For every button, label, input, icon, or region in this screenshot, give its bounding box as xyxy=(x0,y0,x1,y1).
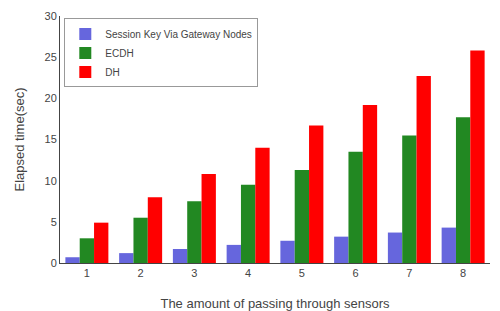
svg-text:5: 5 xyxy=(51,216,57,228)
svg-text:6: 6 xyxy=(353,267,359,279)
svg-text:3: 3 xyxy=(191,267,197,279)
svg-text:2: 2 xyxy=(138,267,144,279)
svg-text:DH: DH xyxy=(105,67,119,78)
svg-text:5: 5 xyxy=(299,267,305,279)
svg-text:0: 0 xyxy=(51,257,57,269)
svg-text:10: 10 xyxy=(45,175,57,187)
svg-text:Session Key Via Gateway Nodes: Session Key Via Gateway Nodes xyxy=(105,29,252,40)
svg-text:4: 4 xyxy=(245,267,251,279)
svg-text:Elapsed time(sec): Elapsed time(sec) xyxy=(12,87,27,191)
svg-text:25: 25 xyxy=(45,51,57,63)
svg-text:ECDH: ECDH xyxy=(105,48,133,59)
svg-text:20: 20 xyxy=(45,92,57,104)
svg-text:The amount of passing through: The amount of passing through sensors xyxy=(160,296,390,311)
svg-text:7: 7 xyxy=(406,267,412,279)
svg-text:1: 1 xyxy=(84,267,90,279)
svg-text:30: 30 xyxy=(45,10,57,22)
svg-text:8: 8 xyxy=(460,267,466,279)
svg-text:15: 15 xyxy=(45,133,57,145)
